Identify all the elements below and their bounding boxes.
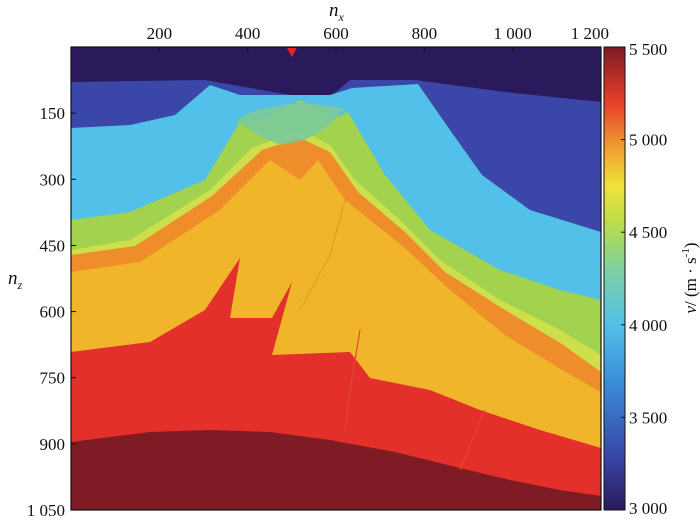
fault-trace-2 [344,329,361,431]
crest-wedge [235,102,345,145]
y-tick-label: 300 [40,170,66,189]
y-tick-label: 450 [40,236,66,255]
y-tick-label: 150 [40,104,66,123]
velocity-model-panel [71,47,601,510]
y-tick-label: 750 [40,369,66,388]
x-tick-label: 800 [412,24,438,43]
fault-trace-3 [459,409,486,471]
fault-trace-1 [299,199,346,311]
colorbar-tick-label: 5 000 [629,131,667,150]
y-tick-label: 600 [40,303,66,322]
y-tick-label: 900 [40,435,66,454]
source-marker [286,48,297,57]
x-tick-label: 600 [323,24,349,43]
x-axis-label: nx [329,0,345,24]
y-tick-label: 1 050 [27,501,65,520]
x-axis-label-subscript: x [338,10,345,24]
colorbar-ticks: 3 000 3 500 4 000 4 500 5 000 5 500 [621,40,667,518]
colorbar-tick-label: 5 500 [629,40,667,59]
x-tick-label: 1 000 [494,24,532,43]
colorbar-tick-label: 3 500 [629,408,667,427]
colorbar-tick-label: 4 000 [629,316,667,335]
y-axis-ticks: 150 300 450 600 750 900 1 050 [27,104,76,520]
x-axis-ticks: 200 400 600 800 1 000 1 200 [147,24,609,52]
colorbar-label: v/ (m · s-1) [680,242,700,313]
colorbar: 3 000 3 500 4 000 4 500 5 000 5 500 v/ (m · s… [603,40,700,518]
colorbar-label-superscript: -1 [680,248,692,257]
colorbar-tick-label: 4 500 [629,223,667,242]
x-tick-label: 200 [147,24,173,43]
x-tick-label: 400 [235,24,261,43]
y-axis-label: nz [8,268,23,292]
layer-basement [71,430,601,510]
colorbar-gradient [603,46,626,511]
y-axis-label-subscript: z [17,278,23,292]
x-tick-label: 1 200 [571,24,609,43]
colorbar-tick-label: 3 000 [629,499,667,518]
